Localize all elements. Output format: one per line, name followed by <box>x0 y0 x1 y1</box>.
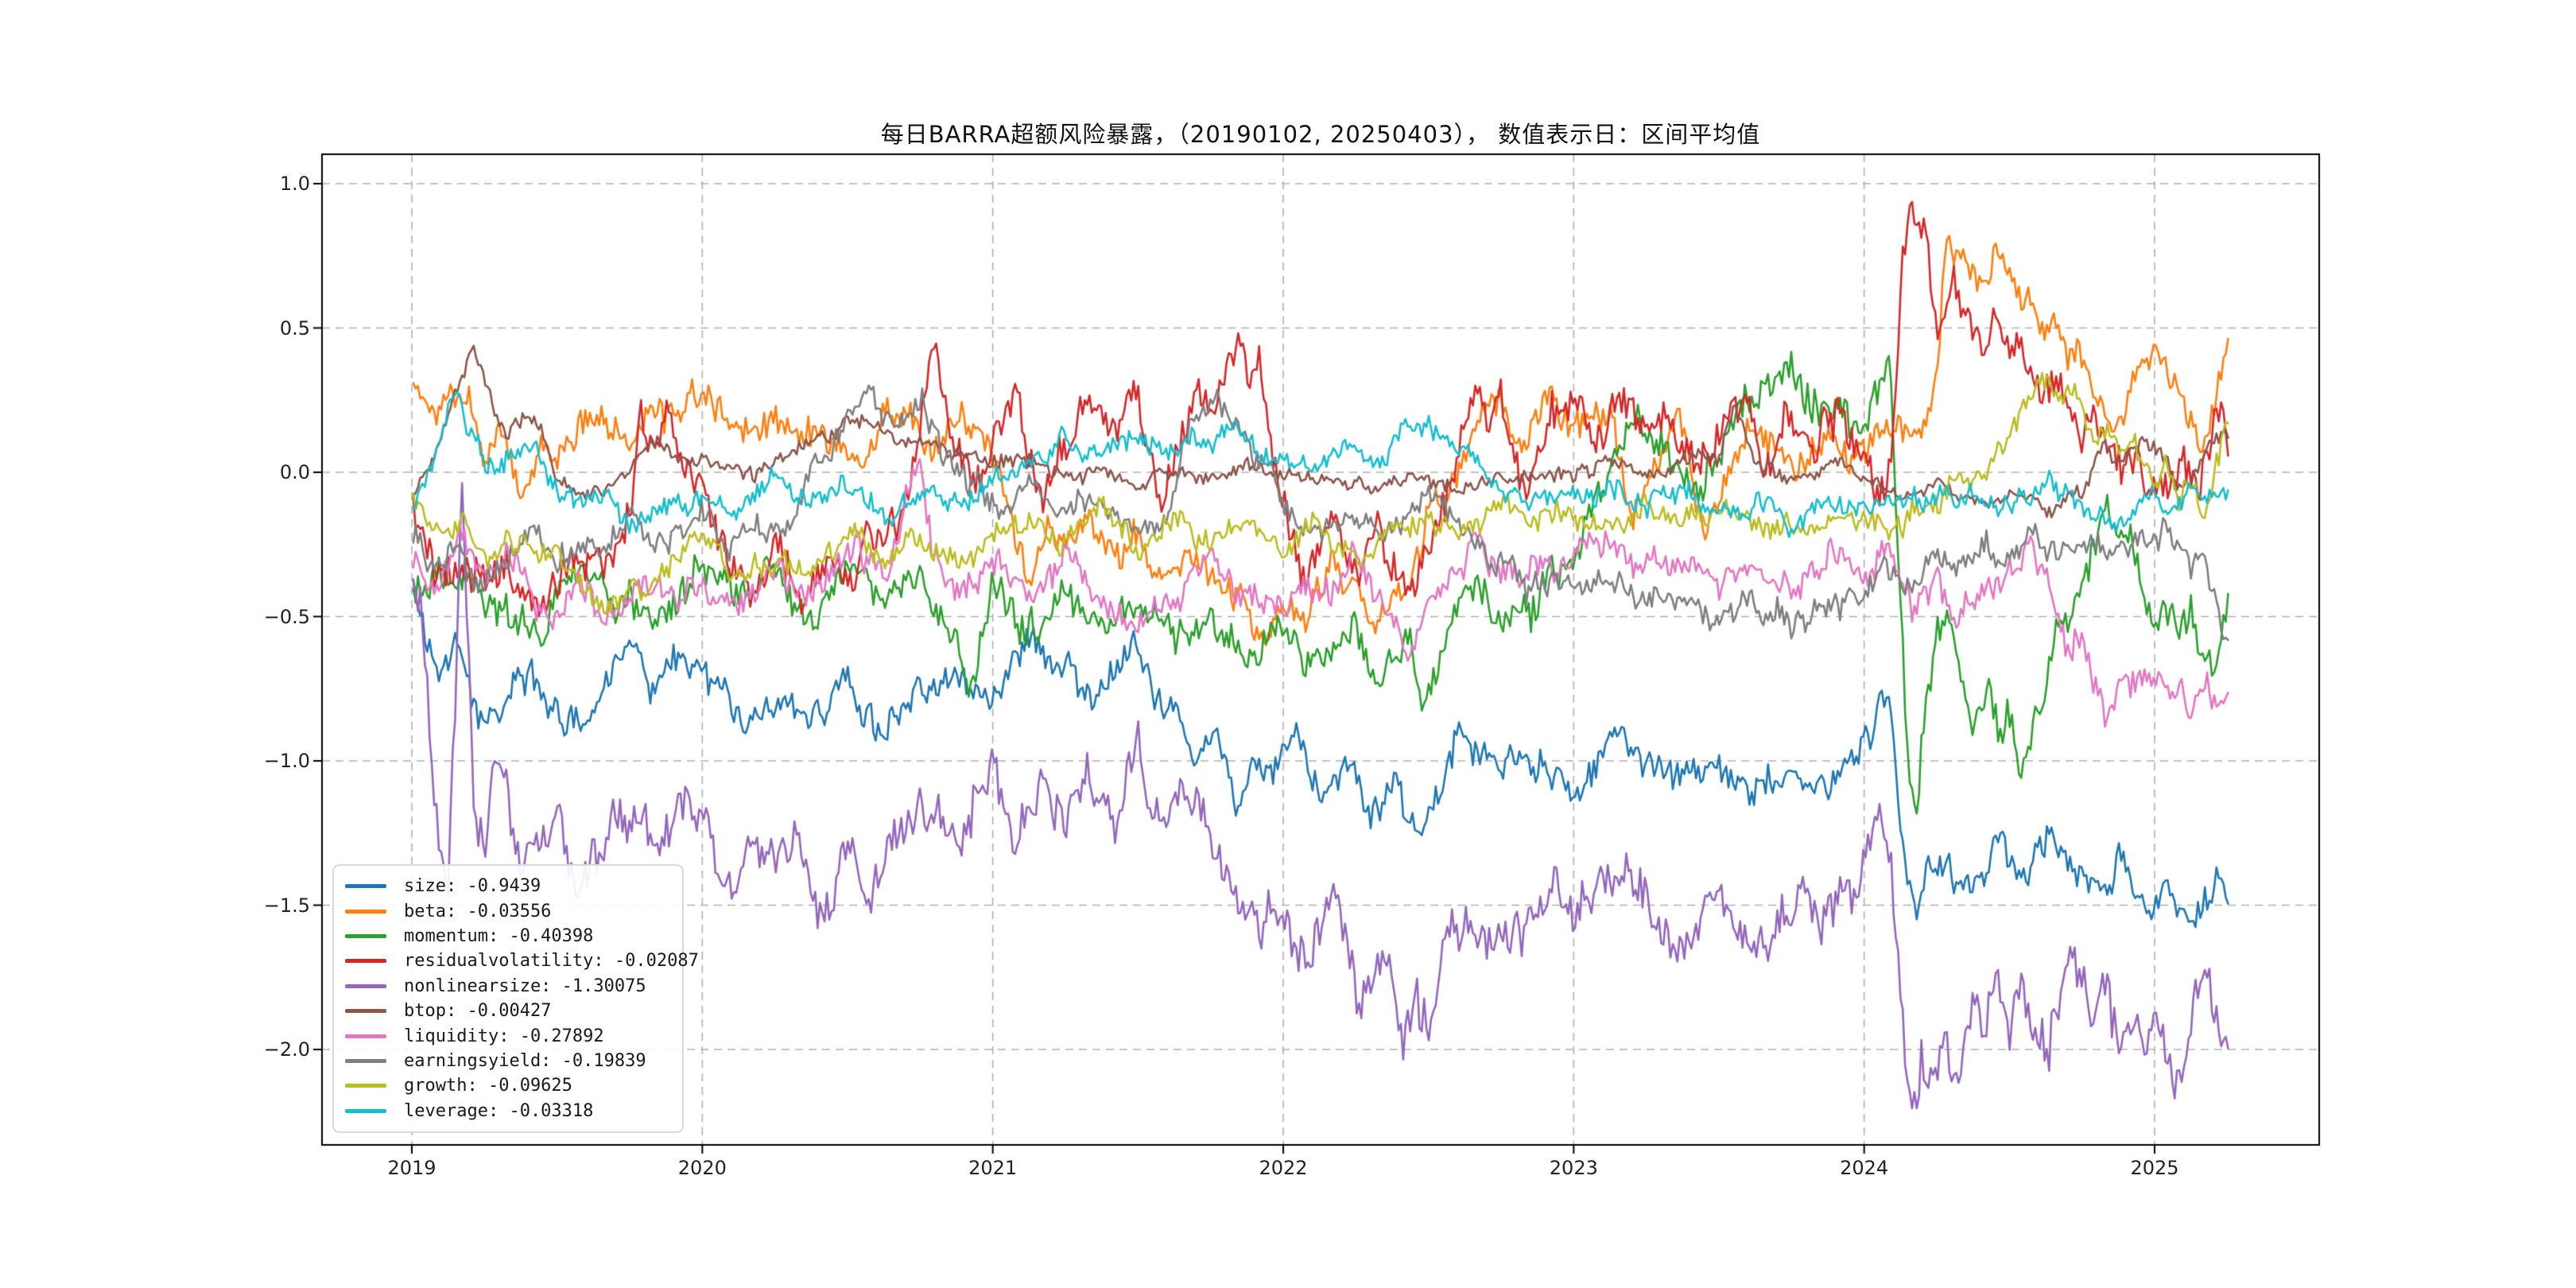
legend-item-growth: growth: -0.09625 <box>345 1076 671 1096</box>
legend-label: btop: -0.00427 <box>404 1001 552 1022</box>
legend-line-swatch <box>345 1108 386 1113</box>
legend-line-swatch <box>345 909 386 914</box>
x-tick-label: 2019 <box>387 1157 436 1179</box>
legend-line-swatch <box>345 1009 386 1014</box>
legend-line-swatch <box>345 1058 386 1063</box>
legend-item-leverage: leverage: -0.03318 <box>345 1101 671 1121</box>
legend-label: growth: -0.09625 <box>404 1076 572 1096</box>
x-tick-label: 2025 <box>2130 1157 2179 1179</box>
legend-line-swatch <box>345 884 386 889</box>
chart-title: 每日BARRA超额风险暴露，（20190102, 20250403）， 数值表示… <box>880 121 1761 148</box>
legend-label: residualvolatility: -0.02087 <box>404 951 699 972</box>
x-tick-label: 2020 <box>677 1157 727 1179</box>
legend-label: leverage: -0.03318 <box>404 1100 594 1121</box>
legend-label: liquidity: -0.27892 <box>404 1026 604 1046</box>
legend-label: earningsyield: -0.19839 <box>404 1050 646 1071</box>
legend-item-residualvolatility: residualvolatility: -0.02087 <box>345 951 699 971</box>
x-tick-label: 2021 <box>968 1157 1018 1179</box>
y-tick-label: 1.0 <box>279 173 310 195</box>
x-tick-label: 2023 <box>1549 1157 1598 1179</box>
legend-line-swatch <box>345 1084 386 1088</box>
legend-item-nonlinearsize: nonlinearsize: -1.30075 <box>345 976 671 996</box>
legend-line-swatch <box>345 1034 386 1038</box>
legend-item-momentum: momentum: -0.40398 <box>345 926 671 946</box>
y-tick-label: −1.5 <box>263 894 310 917</box>
y-tick-label: −2.0 <box>263 1038 310 1061</box>
legend: size: -0.9439 beta: -0.03556 momentum: -0.… <box>332 864 699 1133</box>
legend-label: beta: -0.03556 <box>404 901 552 921</box>
y-tick-label: 0.0 <box>279 461 310 483</box>
x-tick-label: 2022 <box>1259 1157 1308 1179</box>
legend-item-size: size: -0.9439 <box>345 876 671 896</box>
legend-label: size: -0.9439 <box>404 876 541 897</box>
legend-line-swatch <box>345 933 386 938</box>
legend-label: momentum: -0.40398 <box>404 925 594 946</box>
legend-item-liquidity: liquidity: -0.27892 <box>345 1026 671 1046</box>
legend-item-beta: beta: -0.03556 <box>345 902 671 921</box>
y-tick-label: −1.0 <box>263 750 310 772</box>
legend-label: nonlinearsize: -1.30075 <box>404 976 646 996</box>
legend-line-swatch <box>345 959 386 964</box>
x-tick-label: 2024 <box>1840 1157 1889 1179</box>
y-tick-label: −0.5 <box>263 605 310 628</box>
legend-item-btop: btop: -0.00427 <box>345 1001 671 1021</box>
legend-line-swatch <box>345 983 386 988</box>
y-tick-label: 0.5 <box>279 316 310 339</box>
legend-item-earningsyield: earningsyield: -0.19839 <box>345 1051 671 1071</box>
